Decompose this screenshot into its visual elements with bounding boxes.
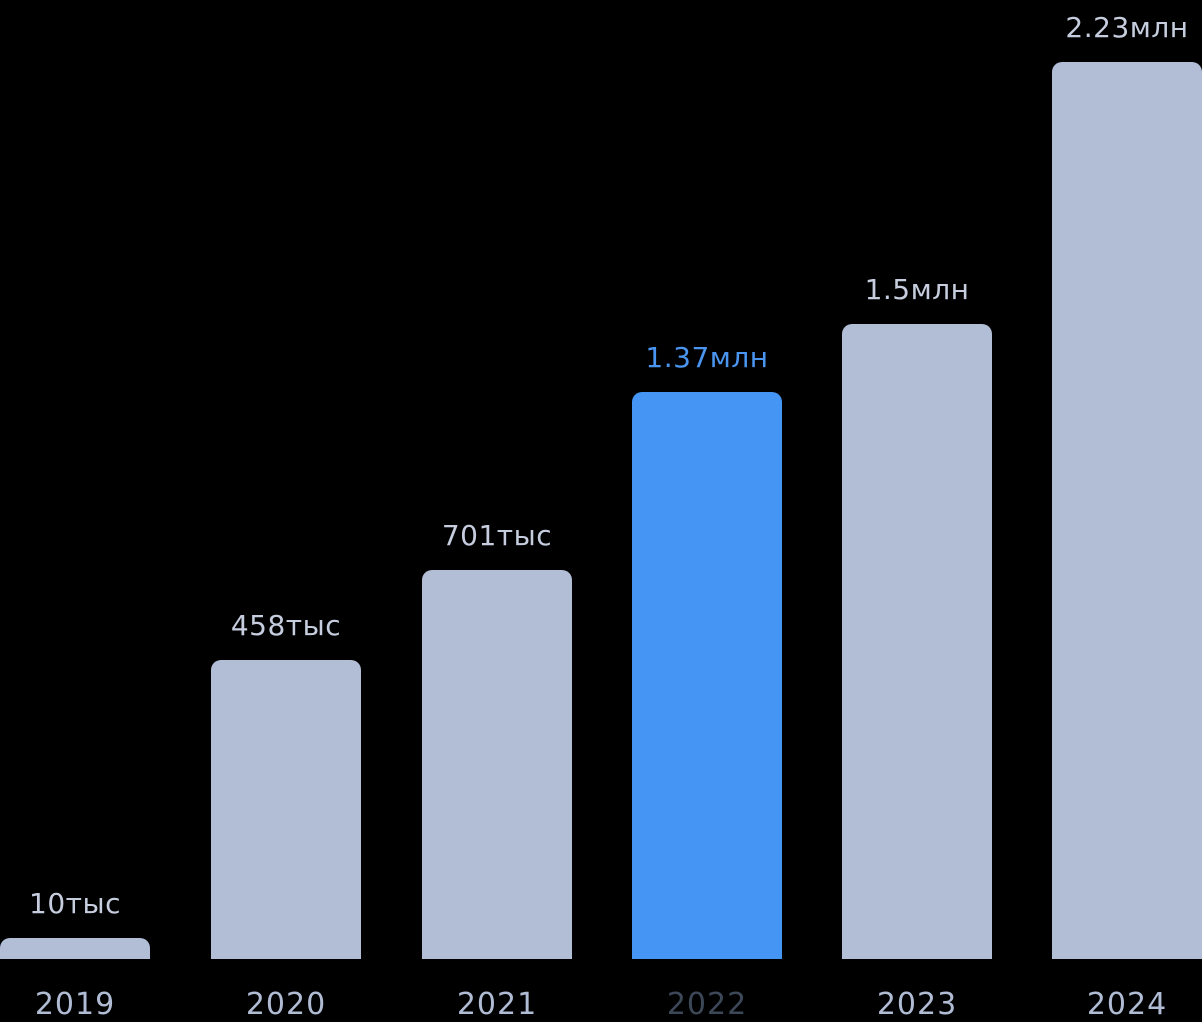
- chart-column-2023: 1.5млн 2023: [842, 0, 992, 1022]
- bar-2024: [1052, 62, 1202, 959]
- bar-value-label-2022: 1.37млн: [645, 341, 769, 374]
- bar-value-label-2021: 701тыс: [441, 519, 553, 552]
- x-axis-label-2022: 2022: [666, 987, 748, 1022]
- x-axis-label-2024: 2024: [1086, 987, 1168, 1022]
- bar-value-label-2019: 10тыс: [29, 887, 121, 920]
- bar-2019: [0, 938, 150, 959]
- chart-column-2021: 701тыс 2021: [422, 0, 572, 1022]
- chart-column-2022: 1.37млн 2022: [632, 0, 782, 1022]
- x-axis-label-2019: 2019: [34, 987, 116, 1022]
- bar-2022: [632, 392, 782, 959]
- chart-column-2024: 2.23млн 2024: [1052, 0, 1202, 1022]
- bar-value-label-2024: 2.23млн: [1065, 11, 1189, 44]
- bar-2023: [842, 324, 992, 959]
- chart-column-2020: 458тыс 2020: [211, 0, 361, 1022]
- x-axis-label-2023: 2023: [876, 987, 958, 1022]
- x-axis-label-2021: 2021: [456, 987, 538, 1022]
- chart-column-2019: 10тыс 2019: [0, 0, 150, 1022]
- bar-value-label-2023: 1.5млн: [864, 273, 970, 306]
- bar-2021: [422, 570, 572, 959]
- x-axis-label-2020: 2020: [245, 987, 327, 1022]
- bar-value-label-2020: 458тыс: [230, 609, 342, 642]
- bar-2020: [211, 660, 361, 959]
